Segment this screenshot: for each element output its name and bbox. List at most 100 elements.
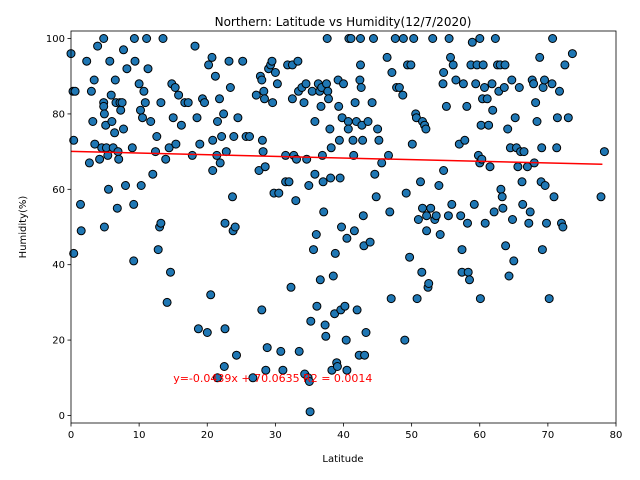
data-point: [99, 101, 109, 111]
data-point: [422, 211, 432, 221]
data-point: [428, 34, 438, 43]
data-point: [301, 79, 311, 89]
data-point: [257, 135, 267, 145]
data-point: [104, 184, 113, 194]
data-point: [311, 230, 321, 239]
data-point: [508, 215, 517, 224]
data-point: [136, 105, 145, 115]
data-point: [238, 56, 248, 66]
data-point: [287, 94, 297, 104]
data-point: [278, 365, 288, 375]
data-point: [448, 60, 458, 70]
data-point: [170, 83, 180, 92]
data-point: [309, 245, 318, 255]
data-point: [99, 222, 109, 232]
data-point: [107, 117, 117, 126]
data-point: [158, 34, 168, 43]
data-point: [407, 139, 417, 149]
data-point: [148, 169, 158, 179]
data-point: [272, 79, 282, 89]
data-point: [349, 226, 359, 236]
data-point: [540, 181, 550, 190]
data-point: [233, 113, 243, 123]
data-point: [480, 218, 490, 228]
data-point: [531, 98, 541, 108]
data-point: [257, 75, 267, 85]
data-point: [332, 362, 342, 371]
data-point: [443, 211, 453, 221]
data-point: [458, 79, 468, 89]
data-point: [365, 237, 375, 247]
x-tick-label: 70: [542, 430, 555, 441]
data-point: [358, 211, 368, 221]
y-tick-label: 100: [46, 34, 65, 45]
data-point: [69, 248, 79, 258]
data-point: [462, 101, 472, 111]
data-point: [358, 135, 368, 145]
data-point: [129, 256, 139, 266]
data-point: [299, 98, 309, 108]
data-point: [444, 34, 454, 43]
data-point: [475, 294, 485, 304]
data-point: [228, 192, 237, 202]
data-point: [340, 301, 350, 311]
data-point: [424, 279, 434, 288]
data-point: [514, 83, 524, 92]
data-point: [342, 233, 352, 243]
data-point: [426, 203, 436, 213]
data-point: [387, 68, 397, 77]
data-point: [390, 34, 400, 43]
data-point: [377, 158, 387, 168]
data-point: [480, 83, 489, 92]
data-point: [220, 324, 230, 334]
data-point: [293, 56, 303, 66]
data-point: [513, 162, 523, 172]
data-point: [190, 41, 200, 51]
data-point: [99, 34, 109, 43]
x-tick-label: 80: [610, 430, 623, 441]
data-point: [460, 135, 470, 145]
data-point: [322, 79, 331, 89]
data-point: [322, 34, 332, 43]
data-point: [304, 377, 314, 386]
data-point: [187, 150, 197, 160]
data-point: [463, 218, 472, 228]
data-point: [323, 86, 333, 96]
data-point: [174, 90, 184, 100]
x-tick-label: 0: [68, 430, 74, 441]
data-point: [349, 150, 359, 160]
data-point: [156, 218, 166, 228]
data-point: [257, 305, 267, 315]
data-point: [394, 83, 404, 92]
data-point: [270, 68, 280, 77]
data-point: [496, 184, 506, 194]
data-point: [260, 94, 269, 104]
data-point: [337, 222, 346, 232]
data-point: [76, 199, 85, 209]
data-point: [262, 343, 272, 353]
data-point: [439, 68, 449, 77]
data-point: [555, 86, 564, 96]
data-point: [168, 113, 178, 123]
data-point: [405, 252, 415, 262]
data-point: [195, 139, 205, 149]
data-point: [369, 34, 378, 43]
data-point: [374, 135, 384, 145]
data-point: [129, 199, 139, 209]
x-axis: 0 10 20 30 40 50 60 70 80: [68, 423, 623, 441]
data-point: [291, 196, 301, 206]
data-point: [596, 192, 606, 202]
data-point: [343, 117, 353, 126]
data-point: [321, 331, 331, 341]
data-point: [259, 86, 269, 96]
data-point: [490, 34, 500, 43]
y-tick-label: 40: [52, 260, 65, 271]
data-point: [532, 117, 542, 126]
data-point: [355, 75, 365, 85]
data-point: [356, 34, 365, 43]
data-point: [319, 207, 329, 217]
data-point: [334, 101, 344, 111]
data-point: [320, 320, 330, 330]
data-point: [417, 267, 427, 277]
data-point: [207, 52, 217, 62]
